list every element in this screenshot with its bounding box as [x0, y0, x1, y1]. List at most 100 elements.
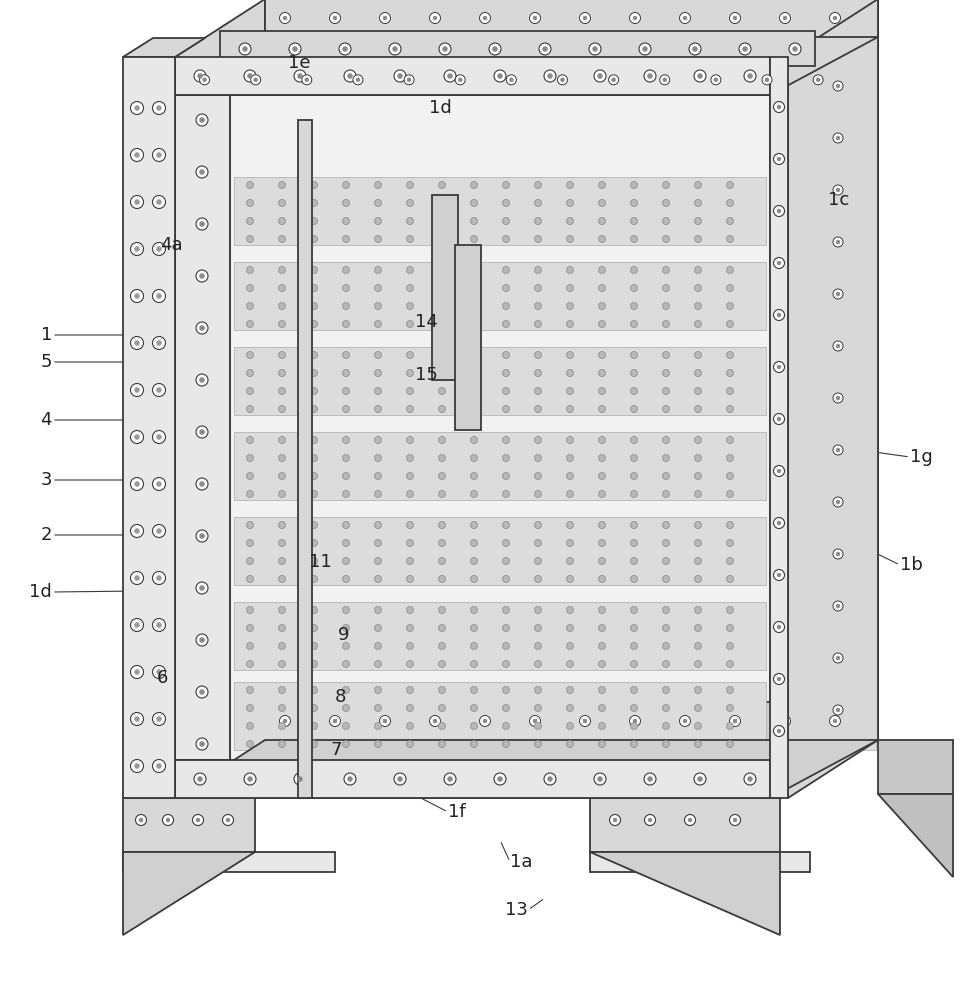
Circle shape [520, 235, 526, 242]
Circle shape [849, 490, 856, 497]
Circle shape [278, 235, 285, 242]
Circle shape [246, 643, 254, 650]
Circle shape [727, 235, 734, 242]
Circle shape [774, 153, 784, 164]
Circle shape [789, 606, 797, 613]
Circle shape [727, 436, 734, 444]
Circle shape [742, 46, 747, 51]
Circle shape [694, 773, 706, 785]
Circle shape [342, 643, 349, 650]
Polygon shape [590, 852, 810, 872]
Circle shape [598, 660, 605, 668]
Circle shape [534, 387, 542, 394]
Circle shape [727, 606, 734, 613]
Circle shape [609, 558, 617, 564]
Circle shape [400, 558, 407, 564]
Circle shape [580, 558, 587, 564]
Circle shape [534, 704, 542, 712]
Circle shape [459, 522, 466, 528]
Circle shape [400, 490, 407, 497]
Circle shape [375, 218, 381, 225]
Text: 4a: 4a [161, 236, 183, 254]
Circle shape [598, 722, 605, 730]
Circle shape [429, 200, 437, 207]
Circle shape [534, 218, 542, 225]
Circle shape [370, 704, 377, 712]
Circle shape [289, 43, 301, 55]
Circle shape [302, 75, 311, 85]
Circle shape [279, 473, 286, 480]
Circle shape [370, 490, 377, 497]
Circle shape [550, 704, 557, 712]
Circle shape [819, 454, 826, 462]
Circle shape [400, 436, 407, 444]
Circle shape [370, 522, 377, 528]
Circle shape [700, 490, 706, 497]
Circle shape [279, 490, 286, 497]
Circle shape [727, 624, 734, 632]
Circle shape [407, 235, 414, 242]
Circle shape [550, 722, 557, 730]
Circle shape [534, 235, 542, 242]
Circle shape [298, 74, 303, 79]
Circle shape [609, 302, 617, 310]
Circle shape [342, 200, 349, 207]
Circle shape [342, 369, 349, 376]
Circle shape [340, 454, 346, 462]
Circle shape [520, 704, 526, 712]
Circle shape [695, 352, 702, 359]
Circle shape [375, 606, 381, 613]
Circle shape [400, 704, 407, 712]
Circle shape [566, 454, 573, 462]
Circle shape [429, 643, 437, 650]
Circle shape [375, 722, 381, 730]
Circle shape [669, 302, 676, 310]
Circle shape [695, 284, 702, 292]
Circle shape [153, 524, 165, 538]
Circle shape [580, 218, 587, 225]
Circle shape [407, 558, 414, 564]
Circle shape [279, 218, 286, 225]
Circle shape [733, 719, 737, 723]
Circle shape [130, 336, 143, 350]
Circle shape [471, 576, 478, 582]
Circle shape [370, 454, 377, 462]
Circle shape [598, 266, 605, 273]
Circle shape [580, 716, 591, 726]
Circle shape [550, 540, 557, 546]
Circle shape [340, 352, 346, 359]
Circle shape [836, 84, 840, 88]
Circle shape [342, 454, 349, 462]
Circle shape [727, 660, 734, 668]
Circle shape [695, 576, 702, 582]
Circle shape [597, 74, 602, 79]
Circle shape [727, 352, 734, 359]
Circle shape [534, 490, 542, 497]
Circle shape [550, 643, 557, 650]
Circle shape [609, 284, 617, 292]
Circle shape [639, 540, 646, 546]
Circle shape [792, 46, 798, 51]
Circle shape [744, 773, 756, 785]
Circle shape [298, 776, 303, 782]
Circle shape [502, 606, 510, 613]
Circle shape [196, 738, 208, 750]
Circle shape [580, 387, 587, 394]
Circle shape [471, 643, 478, 650]
Circle shape [199, 534, 204, 538]
Circle shape [520, 624, 526, 632]
Circle shape [342, 436, 349, 444]
Circle shape [502, 406, 510, 412]
Circle shape [471, 387, 478, 394]
Circle shape [340, 473, 346, 480]
Circle shape [669, 558, 676, 564]
Circle shape [520, 182, 526, 188]
Polygon shape [267, 682, 876, 750]
Circle shape [730, 740, 737, 748]
Circle shape [648, 818, 652, 822]
Circle shape [684, 814, 696, 826]
Circle shape [196, 218, 208, 230]
Circle shape [489, 490, 496, 497]
Circle shape [598, 369, 605, 376]
Circle shape [700, 200, 706, 207]
